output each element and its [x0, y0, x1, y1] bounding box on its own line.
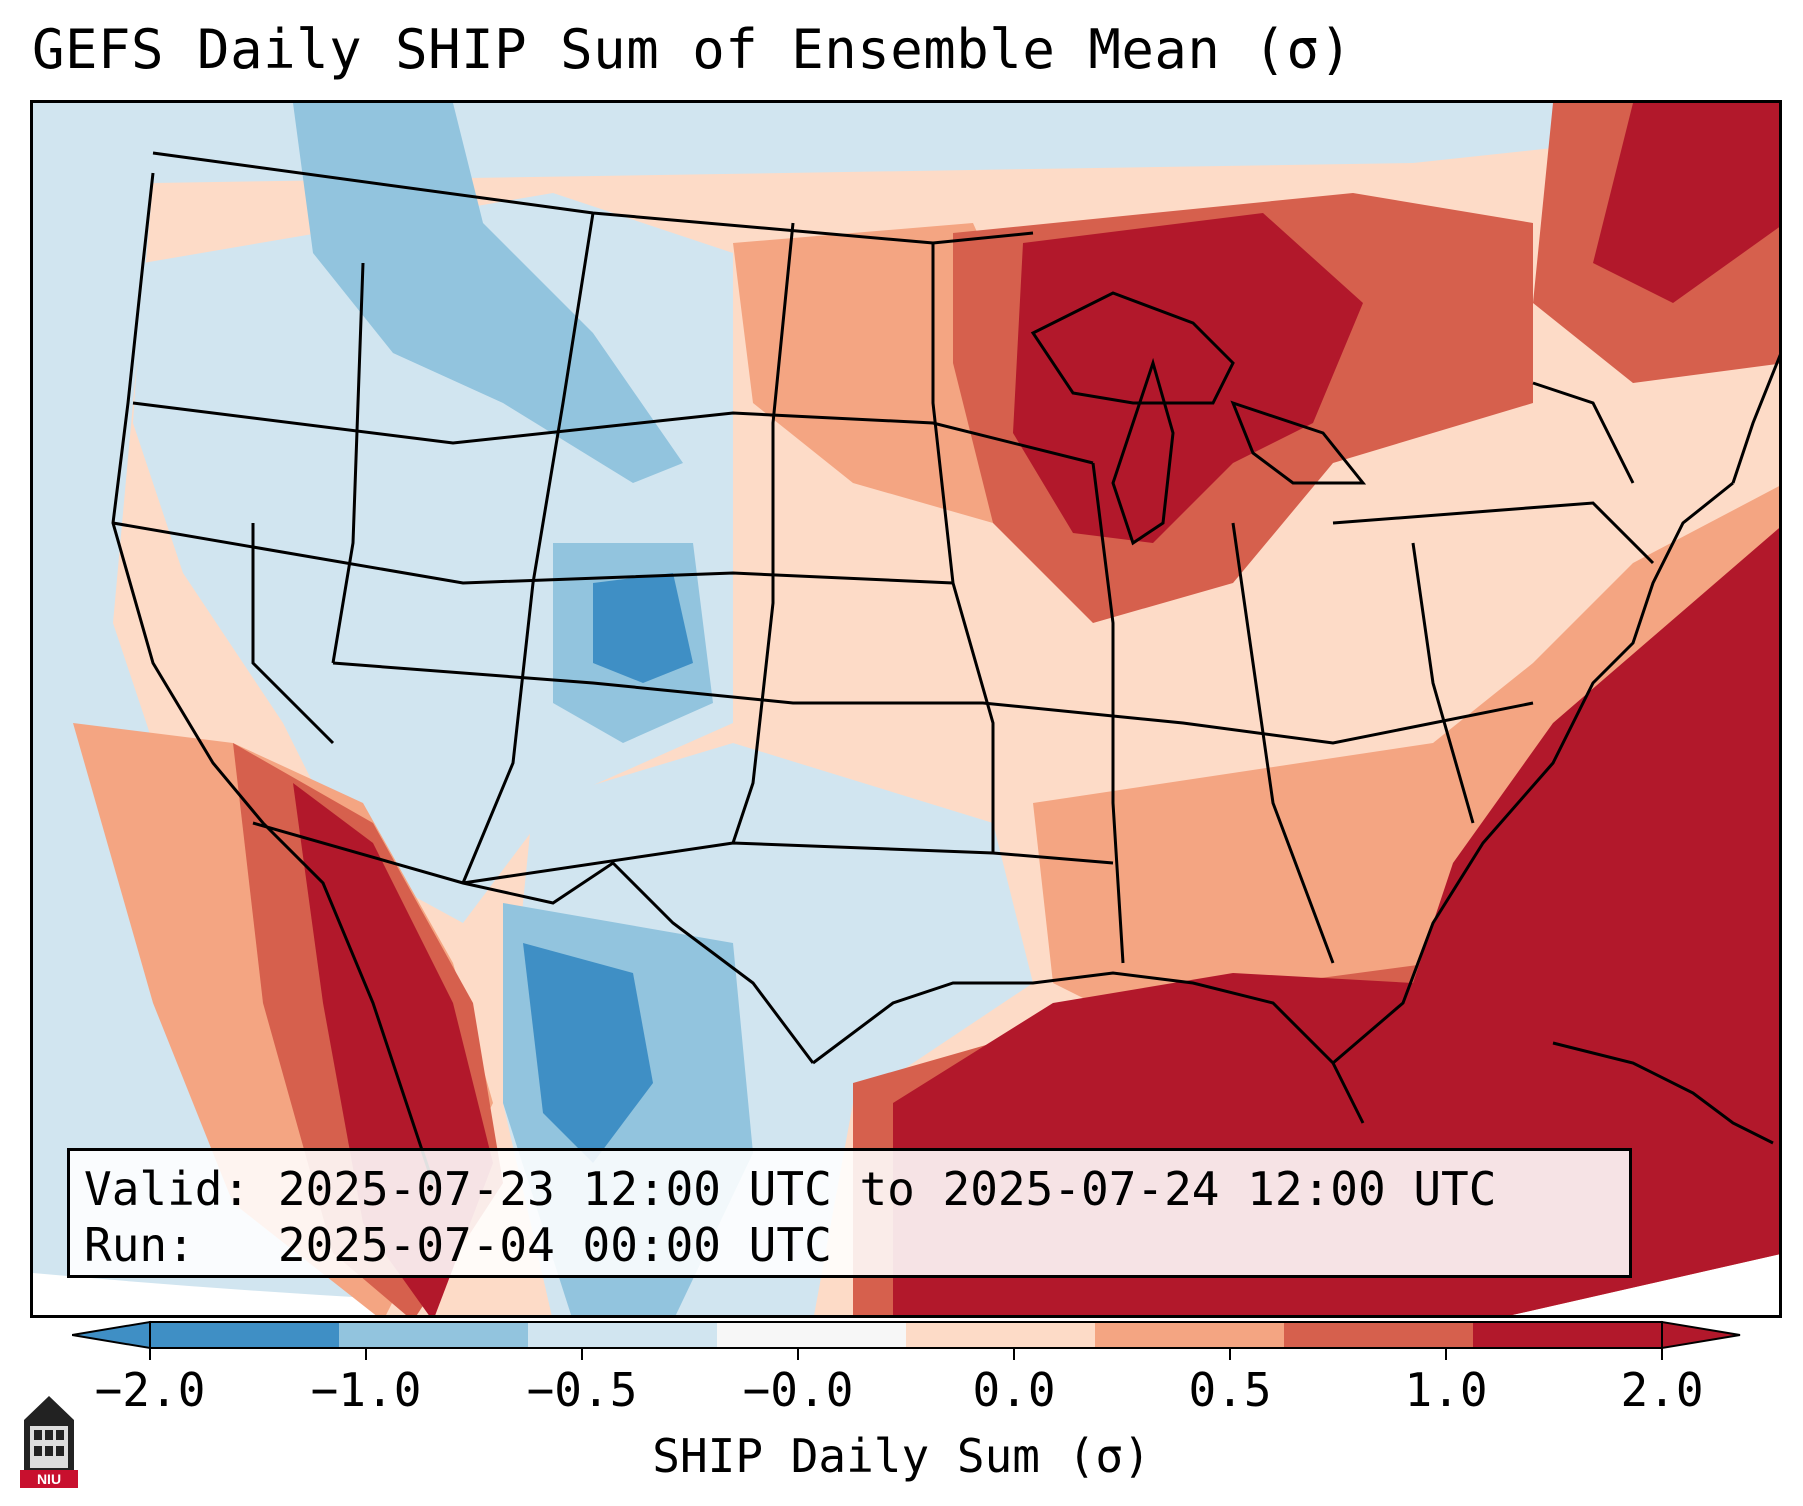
colorbar-tick-label: 0.0: [972, 1363, 1056, 1417]
boundary-lines: [111, 151, 1779, 1184]
map-panel[interactable]: [30, 100, 1782, 1318]
region-atlantic-darkred: [1593, 103, 1779, 303]
colorbar-tick-mark: [1661, 1348, 1663, 1360]
colorbar-tick-mark: [1013, 1348, 1015, 1360]
colorbar-segment: [906, 1322, 1096, 1348]
map-title: GEFS Daily SHIP Sum of Ensemble Mean (σ): [32, 18, 1353, 81]
niu-logo-text: NIU: [37, 1471, 61, 1487]
colorbar-segment: [1284, 1322, 1474, 1348]
colorbar-outline: [149, 1321, 1663, 1349]
run-value: 2025-07-04 00:00 UTC: [277, 1218, 832, 1272]
colorbar-tick-mark: [149, 1348, 151, 1360]
colorbar-tick-label: −0.0: [742, 1363, 854, 1417]
colorbar-segment: [1473, 1322, 1663, 1348]
colorbar-segment: [339, 1322, 529, 1348]
colorbar-segment: [717, 1322, 907, 1348]
region-mexico-darkblue: [523, 943, 653, 1163]
colorbar-tick-label: −1.0: [310, 1363, 422, 1417]
colorbar-tick-label: −2.0: [94, 1363, 206, 1417]
colorbar-tick-mark: [797, 1348, 799, 1360]
colorbar-extend-low: [72, 1320, 151, 1350]
colorbar-segment: [150, 1322, 340, 1348]
valid-value: 2025-07-23 12:00 UTC to 2025-07-24 12:00…: [277, 1162, 1497, 1216]
colorbar-extend-high: [1661, 1320, 1741, 1350]
run-line: Run: 2025-07-04 00:00 UTC: [84, 1217, 1629, 1273]
colorbar-segment: [528, 1322, 718, 1348]
valid-label: Valid:: [84, 1162, 251, 1216]
university-building-icon: [24, 1396, 74, 1472]
map-canvas: [33, 103, 1779, 1315]
colorbar-tick-label: −0.5: [526, 1363, 638, 1417]
colorbar-tick-label: 2.0: [1620, 1363, 1704, 1417]
run-label: Run:: [84, 1218, 195, 1272]
region-gulf-atlantic-darkred: [893, 528, 1779, 1315]
colorbar-tick-label: 1.0: [1404, 1363, 1488, 1417]
colorbar-tick-mark: [1229, 1348, 1231, 1360]
colorbar-tick-mark: [365, 1348, 367, 1360]
niu-logo: NIU: [20, 1396, 78, 1488]
colorbar-tick-mark: [581, 1348, 583, 1360]
colorbar-tick-mark: [1445, 1348, 1447, 1360]
colorbar-tick-label: 0.5: [1188, 1363, 1272, 1417]
region-greatlakes-darkred: [1013, 213, 1363, 543]
valid-line: Valid: 2025-07-23 12:00 UTC to 2025-07-2…: [84, 1161, 1629, 1217]
cuba-outline: [1552, 1041, 1774, 1145]
colorbar-segment: [1095, 1322, 1285, 1348]
region-rockies-blue: [293, 103, 683, 483]
region-colorado-darkblue: [593, 573, 693, 683]
colorbar-label: SHIP Daily Sum (σ): [652, 1429, 1151, 1483]
colorbar: [72, 1320, 1741, 1350]
valid-run-info-box: Valid: 2025-07-23 12:00 UTC to 2025-07-2…: [67, 1148, 1632, 1278]
